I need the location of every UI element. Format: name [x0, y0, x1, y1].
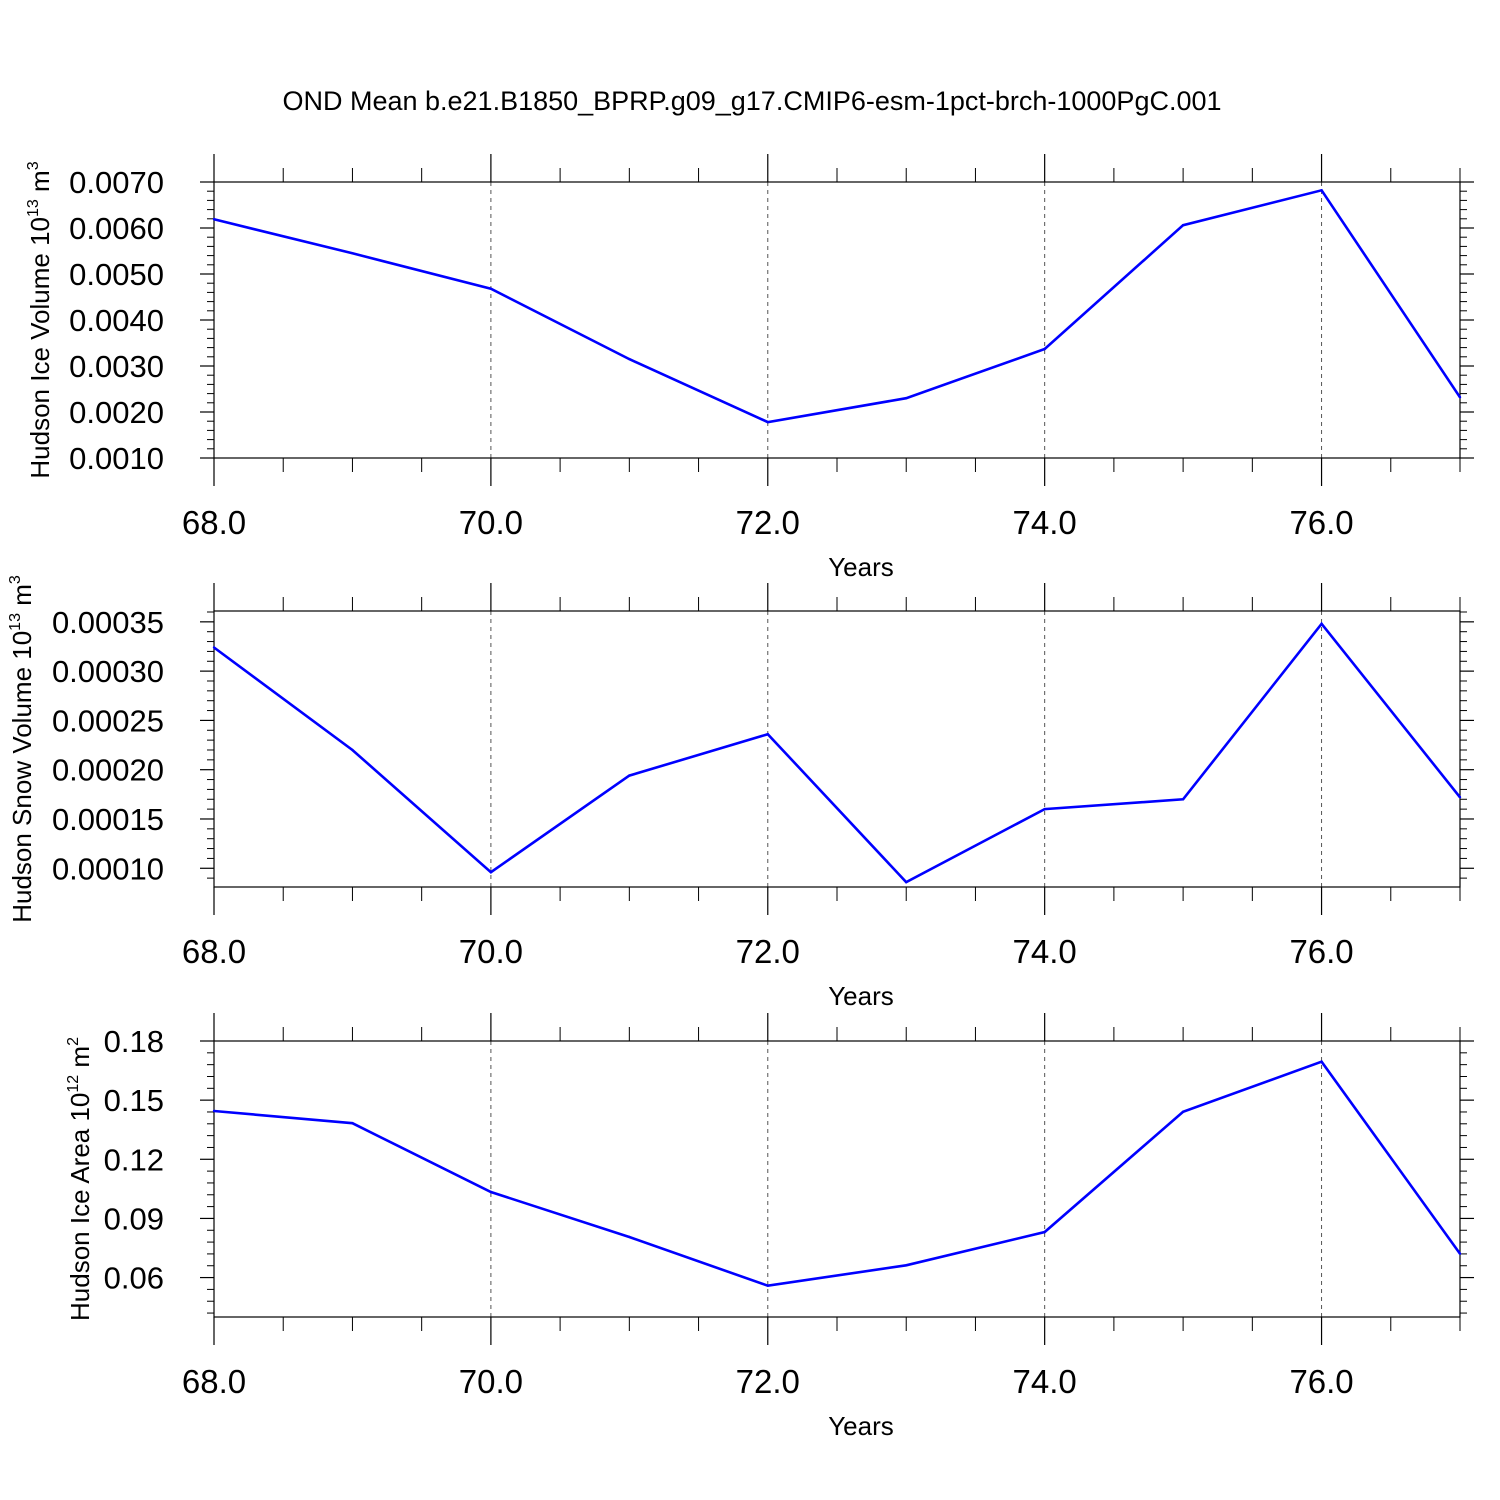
data-point	[351, 252, 354, 255]
x-axis-label: Years	[828, 1411, 894, 1441]
x-tick-label: 68.0	[182, 1363, 246, 1400]
data-point	[1043, 1230, 1046, 1234]
data-point	[351, 1122, 354, 1125]
y-tick-label: 0.12	[104, 1142, 164, 1177]
y-tick-label: 0.0070	[69, 165, 164, 200]
x-axis-label: Years	[828, 981, 894, 1011]
x-tick-label: 76.0	[1289, 504, 1353, 541]
y-axis-label: Hudson Snow Volume 1013 m3	[7, 575, 37, 923]
y-tick-label: 0.00020	[52, 753, 164, 788]
x-tick-label: 70.0	[459, 504, 523, 541]
series-line	[213, 1060, 1462, 1288]
y-tick-label: 0.0010	[69, 441, 164, 476]
y-axis-label-unit-exponent: 2	[65, 1037, 82, 1046]
y-tick-label: 0.0050	[69, 257, 164, 292]
data-point	[1043, 807, 1046, 811]
x-tick-label: 70.0	[459, 1363, 523, 1400]
y-axis-label-main: Hudson Ice Volume 10	[25, 217, 55, 479]
y-tick-label: 0.00030	[52, 654, 164, 689]
x-axis-label: Years	[828, 552, 894, 582]
data-point	[1458, 796, 1462, 799]
y-axis-label-exponent: 13	[25, 199, 42, 217]
chart-panel-2: 68.0 70.0 72.0 74.0 76.0 0.00010 0.00015 0.0002…	[7, 575, 1474, 1011]
y-axis-label: Hudson Ice Volume 1013 m3	[25, 161, 55, 478]
figure-title: OND Mean b.e21.B1850_BPRP.g09_g17.CMIP6-…	[282, 86, 1221, 116]
data-point	[1458, 1252, 1462, 1255]
data-point	[766, 1284, 769, 1287]
data-point	[628, 357, 631, 361]
panels-group: 68.0 70.0 72.0 74.0 76.0 0.0010 0.0020 0.0030 0.…	[7, 154, 1474, 1441]
chart-panel-1: 68.0 70.0 72.0 74.0 76.0 0.0010 0.0020 0.0030 0.…	[25, 154, 1474, 582]
data-point	[489, 871, 493, 874]
y-tick-label: 0.00010	[52, 851, 164, 886]
data-point	[1320, 189, 1323, 192]
y-axis-label-main: Hudson Snow Volume 10	[7, 631, 37, 923]
data-point	[1181, 798, 1185, 801]
x-tick-label: 72.0	[736, 504, 800, 541]
y-tick-label: 0.00035	[52, 605, 164, 640]
data-point	[905, 397, 908, 400]
data-point	[1458, 396, 1462, 399]
y-axis-label-unit-exponent: 3	[7, 575, 24, 584]
y-tick-label: 0.00015	[52, 802, 164, 837]
x-tick-label: 72.0	[736, 1363, 800, 1400]
y-tick-label: 0.15	[104, 1083, 164, 1118]
y-axis-label-unit: m	[65, 1046, 95, 1075]
y-tick-label: 0.18	[104, 1024, 164, 1059]
y-tick-label: 0.0020	[69, 395, 164, 430]
x-tick-label: 68.0	[182, 933, 246, 970]
x-tick-label: 72.0	[736, 933, 800, 970]
data-point	[1043, 347, 1046, 351]
data-point	[628, 1235, 631, 1239]
x-tick-label: 74.0	[1013, 933, 1077, 970]
x-tick-label: 70.0	[459, 933, 523, 970]
y-axis-label-exponent: 13	[7, 613, 24, 631]
data-point	[1181, 224, 1185, 227]
data-point	[212, 646, 216, 649]
data-point	[489, 287, 493, 290]
y-axis-label-unit: m	[25, 170, 55, 199]
data-point	[905, 1264, 908, 1267]
data-point	[1320, 1060, 1323, 1063]
y-tick-label: 0.06	[104, 1261, 164, 1296]
y-tick-label: 0.09	[104, 1201, 164, 1236]
x-tick-label: 74.0	[1013, 504, 1077, 541]
y-tick-label: 0.0060	[69, 211, 164, 246]
x-tick-label: 76.0	[1289, 1363, 1353, 1400]
y-tick-label: 0.00025	[52, 703, 164, 738]
y-axis-label: Hudson Ice Area 1012 m2	[65, 1037, 95, 1321]
y-axis-label-exponent: 12	[65, 1075, 82, 1093]
data-point	[1181, 1110, 1185, 1113]
y-axis-label-unit: m	[7, 584, 37, 613]
series-line	[213, 621, 1462, 884]
y-tick-label: 0.0030	[69, 349, 164, 384]
data-point	[766, 420, 769, 424]
data-point	[351, 748, 354, 752]
data-point	[905, 880, 908, 884]
data-point	[212, 218, 216, 221]
x-tick-label: 74.0	[1013, 1363, 1077, 1400]
x-tick-label: 68.0	[182, 504, 246, 541]
data-point	[489, 1190, 493, 1194]
data-point	[628, 774, 631, 777]
data-point	[1320, 622, 1323, 626]
data-point	[766, 733, 769, 736]
x-tick-label: 76.0	[1289, 933, 1353, 970]
data-point	[212, 1109, 216, 1113]
chart-panel-3: 68.0 70.0 72.0 74.0 76.0 0.06 0.09 0.12 0.15 0.18…	[65, 1013, 1474, 1441]
y-tick-label: 0.0040	[69, 303, 164, 338]
y-axis-label-main: Hudson Ice Area 10	[65, 1093, 95, 1321]
series-line	[213, 188, 1462, 424]
y-axis-label-unit-exponent: 3	[25, 161, 42, 170]
